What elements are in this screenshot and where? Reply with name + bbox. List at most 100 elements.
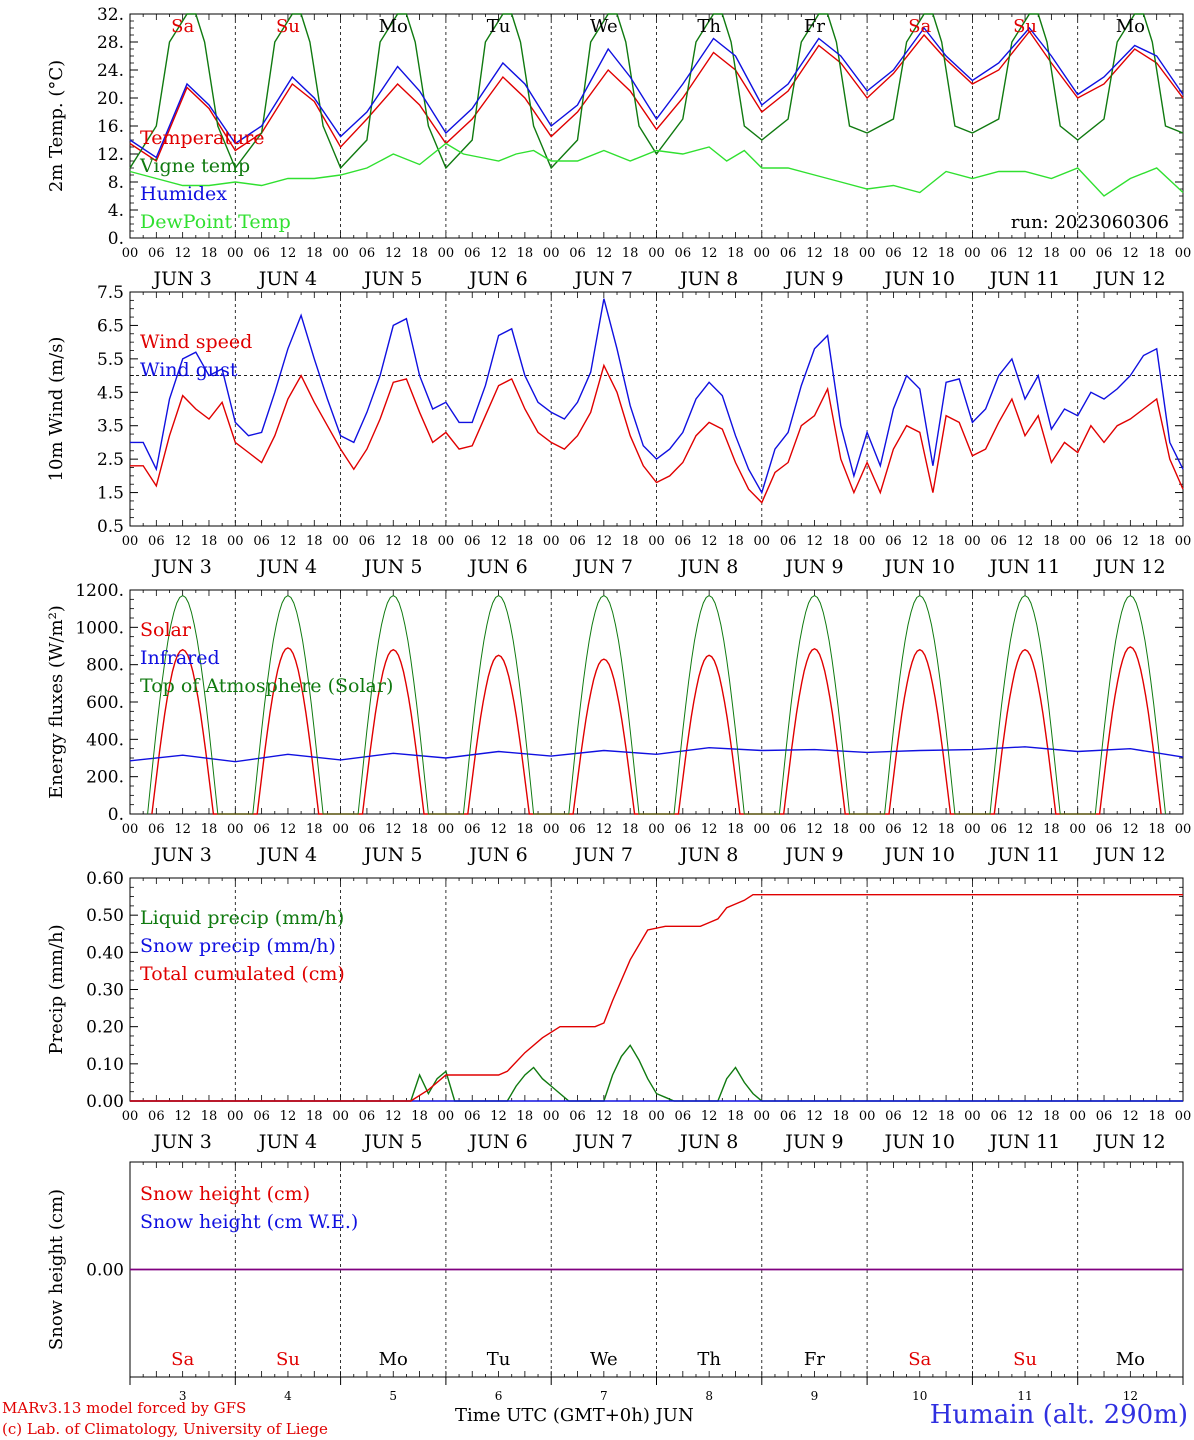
hour-tick-label: 06	[253, 246, 270, 261]
hour-tick-label: 18	[411, 822, 428, 837]
hour-tick-label: 00	[754, 1109, 771, 1124]
hour-tick-label: 12	[806, 1109, 823, 1124]
hour-tick-label: 06	[569, 534, 586, 549]
hour-tick-label: 18	[517, 1109, 534, 1124]
y-tick-label: 24.	[97, 61, 124, 81]
y-tick-label: 600.	[86, 693, 124, 713]
date-label: JUN 10	[883, 268, 955, 290]
hour-tick-label: 06	[885, 822, 902, 837]
hour-tick-label: 06	[464, 1109, 481, 1124]
run-label: run: 2023060306	[1011, 212, 1169, 233]
hour-tick-label: 00	[1069, 534, 1086, 549]
legend-entry: DewPoint Temp	[140, 211, 291, 233]
date-label: JUN 7	[573, 268, 633, 290]
hour-tick-label: 00	[1175, 246, 1192, 261]
hour-tick-label: 00	[859, 1109, 876, 1124]
hour-tick-label: 06	[253, 1109, 270, 1124]
legend-entry: Snow precip (mm/h)	[140, 935, 336, 957]
date-label: JUN 3	[151, 268, 211, 290]
hour-tick-label: 06	[569, 246, 586, 261]
hour-tick-label: 06	[359, 1109, 376, 1124]
hour-tick-label: 00	[438, 1109, 455, 1124]
date-label: JUN 4	[257, 268, 317, 290]
day-abbr-label: We	[590, 16, 618, 37]
series-line-humidex	[129, 26, 1184, 159]
hour-tick-label: 18	[622, 534, 639, 549]
hour-tick-label: 12	[174, 246, 191, 261]
date-label: JUN 5	[362, 844, 422, 866]
y-tick-label: 28.	[97, 33, 124, 53]
hour-tick-label: 00	[332, 534, 349, 549]
hour-tick-label: 00	[1175, 534, 1192, 549]
hour-tick-label: 06	[990, 534, 1007, 549]
station-name: Humain (alt. 290m)	[929, 1400, 1188, 1430]
hour-tick-label: 18	[306, 534, 323, 549]
hour-tick-label: 18	[517, 534, 534, 549]
hour-tick-label: 00	[648, 246, 665, 261]
legend-entry: Wind gust	[140, 359, 238, 381]
hour-tick-label: 00	[438, 822, 455, 837]
y-tick-label: 12.	[97, 145, 124, 165]
series-line-total-cumulated-cm-	[130, 894, 1183, 1102]
hour-tick-label: 18	[833, 1109, 850, 1124]
day-number-label: 3	[179, 1389, 187, 1403]
hour-tick-label: 18	[1148, 822, 1165, 837]
hour-tick-label: 00	[122, 822, 139, 837]
y-tick-label: 0.00	[86, 1092, 124, 1112]
date-label: JUN 4	[257, 556, 317, 578]
hour-tick-label: 06	[148, 1109, 165, 1124]
y-tick-label: 3.5	[97, 417, 124, 437]
hour-tick-label: 06	[885, 246, 902, 261]
hour-tick-label: 18	[1148, 534, 1165, 549]
day-abbr-label: Mo	[379, 1349, 408, 1370]
hour-tick-label: 12	[1017, 246, 1034, 261]
y-tick-label: 400.	[86, 730, 124, 750]
y-tick-label: 5.5	[97, 350, 124, 370]
hour-tick-label: 00	[543, 822, 560, 837]
hour-tick-label: 18	[306, 822, 323, 837]
date-label: JUN 5	[362, 1131, 422, 1153]
date-label: JUN 9	[783, 844, 843, 866]
hour-tick-label: 00	[332, 1109, 349, 1124]
legend-entry: Temperature	[140, 127, 264, 149]
hour-tick-label: 00	[648, 1109, 665, 1124]
series-line-wind-gust	[130, 298, 1184, 495]
hour-tick-label: 06	[675, 246, 692, 261]
day-abbr-label: Su	[1013, 1349, 1037, 1370]
legend-entry: Wind speed	[140, 331, 252, 353]
y-tick-label: 1.5	[97, 484, 124, 504]
y-tick-label: 8.	[108, 173, 124, 193]
hour-tick-label: 18	[938, 246, 955, 261]
hour-tick-label: 18	[1043, 822, 1060, 837]
legend-entry: Total cumulated (cm)	[140, 963, 345, 985]
hour-tick-label: 18	[938, 1109, 955, 1124]
series-line-infrared	[129, 746, 1184, 763]
day-number-label: 7	[600, 1389, 608, 1403]
hour-tick-label: 06	[148, 246, 165, 261]
hour-tick-label: 18	[727, 1109, 744, 1124]
date-label: JUN 6	[467, 268, 527, 290]
y-tick-label: 0.5	[97, 517, 124, 537]
hour-tick-label: 06	[569, 822, 586, 837]
day-number-label: 9	[811, 1389, 819, 1403]
hour-tick-label: 06	[780, 1109, 797, 1124]
hour-tick-label: 18	[1043, 1109, 1060, 1124]
hour-tick-label: 12	[911, 822, 928, 837]
y-axis-label: Snow height (cm)	[46, 1189, 67, 1350]
hour-tick-label: 00	[227, 534, 244, 549]
date-label: JUN 10	[883, 1131, 955, 1153]
hour-tick-label: 12	[280, 1109, 297, 1124]
hour-tick-label: 00	[754, 822, 771, 837]
y-axis-label: Precip (mm/h)	[46, 924, 67, 1054]
day-abbr-label: Mo	[1116, 1349, 1145, 1370]
hour-tick-label: 06	[464, 246, 481, 261]
hour-tick-label: 06	[253, 534, 270, 549]
date-label: JUN 8	[678, 1131, 738, 1153]
y-tick-label: 0.10	[86, 1055, 124, 1075]
hour-tick-label: 00	[332, 822, 349, 837]
hour-tick-label: 18	[411, 246, 428, 261]
hour-tick-label: 18	[306, 1109, 323, 1124]
hour-tick-label: 00	[332, 246, 349, 261]
hour-tick-label: 06	[359, 246, 376, 261]
hour-tick-label: 06	[359, 822, 376, 837]
